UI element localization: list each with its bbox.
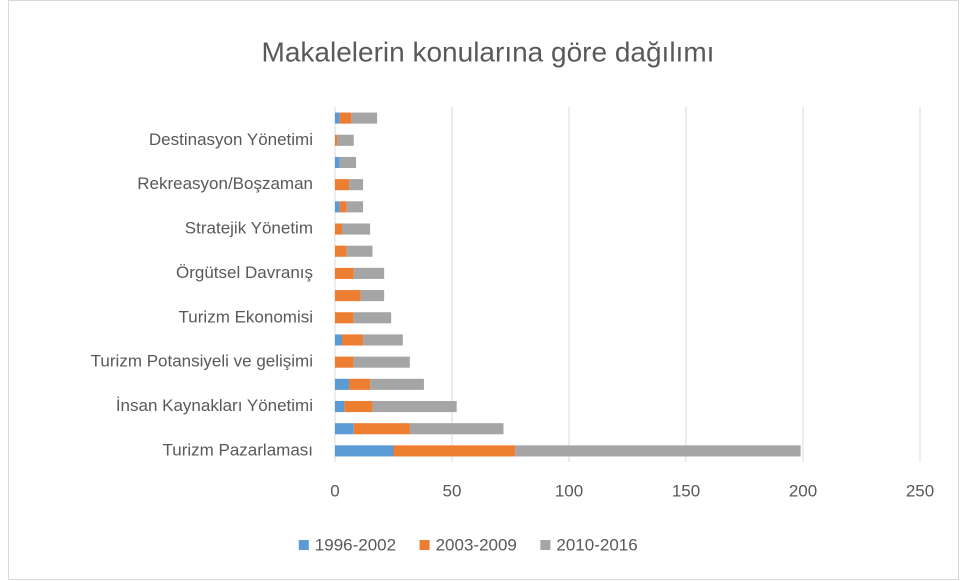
legend-label: 2003-2009 — [436, 535, 517, 554]
bar-segment — [337, 134, 354, 146]
bar-segment — [335, 156, 340, 169]
bar-segment — [363, 334, 403, 346]
y-tick-label: Stratejik Yönetim — [185, 219, 313, 238]
bar-segment — [346, 245, 373, 257]
x-tick-label: 250 — [906, 481, 934, 500]
chart-frame — [8, 0, 959, 580]
bar-segment — [335, 423, 354, 435]
bar-segment — [353, 267, 385, 279]
bar-segment — [335, 445, 394, 457]
bar-segment — [353, 312, 392, 324]
bar-segment — [344, 400, 373, 413]
y-tick-label: İnsan Kaynakları Yönetimi — [116, 396, 313, 415]
bar-segment — [393, 445, 516, 457]
bar-segment — [360, 290, 385, 302]
y-tick-label: Örgütsel Davranış — [176, 263, 313, 282]
bar-segment — [335, 179, 350, 191]
bar-segment — [335, 290, 361, 302]
bar-segment — [349, 378, 371, 390]
bar-segment — [353, 356, 410, 368]
bar-segment — [353, 423, 410, 435]
legend-swatch — [298, 540, 309, 550]
bar-segment — [349, 179, 364, 191]
bar-segment — [335, 223, 343, 235]
bar-segment — [335, 134, 338, 146]
bar-segment — [335, 356, 354, 368]
bar-segment — [339, 201, 347, 213]
y-tick-label: Turizm Potansiyeli ve gelişimi — [91, 352, 313, 371]
legend-label: 1996-2002 — [315, 535, 396, 554]
bar-segment — [342, 334, 364, 346]
bar-segment — [335, 312, 354, 324]
y-tick-label: Turizm Pazarlaması — [162, 440, 313, 459]
bar-segment — [346, 201, 364, 213]
y-tick-label: Turizm Ekonomisi — [179, 307, 313, 326]
chart-title: Makalelerin konularına göre dağılımı — [262, 36, 715, 67]
bar-segment — [335, 201, 340, 213]
bar-segment — [335, 267, 354, 279]
bar-segment — [335, 112, 340, 124]
y-tick-label: Destinasyon Yönetimi — [149, 130, 313, 149]
bar-segment — [339, 156, 357, 169]
bar-segment — [335, 400, 345, 413]
bar-segment — [339, 112, 352, 124]
legend-label: 2010-2016 — [556, 535, 637, 554]
bar-segment — [409, 423, 504, 435]
bar-segment — [515, 445, 801, 457]
legend-swatch — [419, 540, 430, 550]
x-tick-label: 150 — [672, 481, 700, 500]
bar-segment — [342, 223, 371, 235]
bar-segment — [335, 245, 347, 257]
bar-segment — [372, 400, 457, 413]
legend-swatch — [540, 540, 551, 550]
bar-segment — [335, 334, 343, 346]
x-tick-label: 100 — [555, 481, 583, 500]
x-tick-label: 50 — [443, 481, 462, 500]
bar-segment — [335, 378, 350, 390]
x-tick-label: 0 — [330, 481, 339, 500]
bar-segment — [351, 112, 378, 124]
y-tick-label: Rekreasyon/Boşzaman — [137, 174, 313, 193]
bar-segment — [370, 378, 424, 390]
x-tick-label: 200 — [789, 481, 817, 500]
